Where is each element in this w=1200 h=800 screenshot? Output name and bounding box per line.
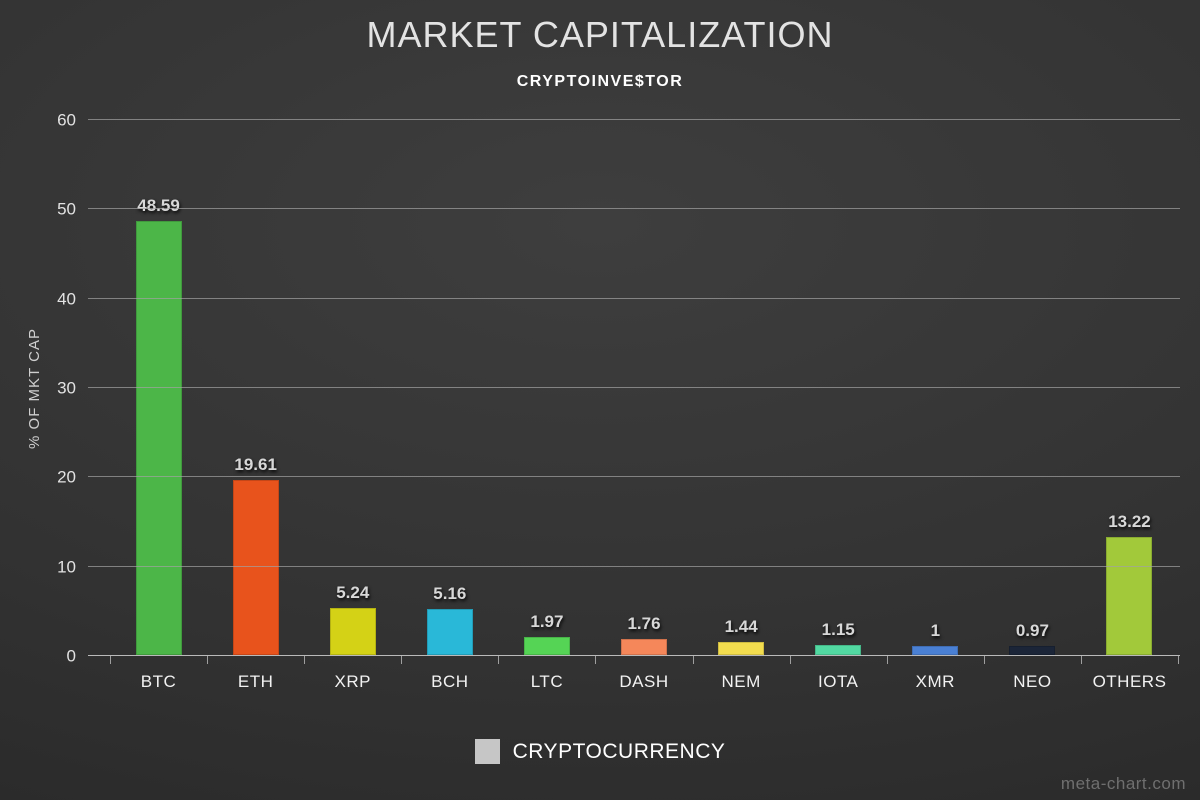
bar-neo xyxy=(1009,646,1056,655)
chart-subtitle: CRYPTOINVE$TOR xyxy=(516,73,684,90)
x-tick-label: NEO xyxy=(1013,672,1052,691)
bar-value-label: 48.59 xyxy=(137,195,180,215)
bar-slot: 48.59 BTC xyxy=(110,120,207,691)
gridline xyxy=(88,208,1180,210)
x-axis-tick xyxy=(886,656,888,664)
x-axis-tick xyxy=(304,656,306,664)
chart-title: MARKET CAPITALIZATION xyxy=(366,14,834,55)
legend: CRYPTOCURRENCY xyxy=(0,739,1200,764)
bar-slot: 1 XMR xyxy=(887,120,984,691)
bar-slot: 1.97 LTC xyxy=(498,120,595,691)
gridline xyxy=(88,119,1180,120)
x-axis-tick xyxy=(401,656,403,664)
bar-eth xyxy=(232,479,279,655)
legend-label: CRYPTOCURRENCY xyxy=(512,739,726,763)
x-tick-label: DASH xyxy=(619,672,669,691)
bar-value-label: 19.61 xyxy=(234,454,277,474)
x-axis-tick xyxy=(983,656,985,664)
y-tick-label: 50 xyxy=(57,199,76,219)
y-tick-label: 40 xyxy=(57,289,76,309)
x-axis-tick xyxy=(110,656,111,664)
gridline xyxy=(88,476,1180,478)
bar-slot: 0.97 NEO xyxy=(984,120,1081,691)
bar-xmr xyxy=(912,646,959,655)
bar-value-label: 1.44 xyxy=(724,617,758,637)
bar-value-label: 0.97 xyxy=(1015,621,1049,641)
y-tick-label: 30 xyxy=(57,378,76,398)
bar-xrp xyxy=(329,608,376,655)
x-axis-tick xyxy=(1080,656,1082,664)
x-tick-label: LTC xyxy=(530,672,564,691)
y-tick-label: 60 xyxy=(57,110,76,130)
bar-dash xyxy=(621,639,668,655)
bar-slot: 5.24 XRP xyxy=(304,120,401,691)
bar-value-label: 13.22 xyxy=(1108,511,1151,531)
x-axis-tick xyxy=(498,656,500,664)
y-axis-label-wrap: % OF MKT CAP xyxy=(14,120,54,656)
x-tick-label: XMR xyxy=(915,672,955,691)
bar-iota xyxy=(815,644,862,655)
bar-value-label: 5.24 xyxy=(336,583,370,603)
bar-value-label: 1.15 xyxy=(821,619,855,639)
x-tick-label: OTHERS xyxy=(1092,672,1167,691)
bar-value-label: 5.16 xyxy=(433,583,467,603)
bars-container: 48.59 BTC 19.61 ETH 5.24 XRP 5.16 BCH 1.97 LTC 1.7… xyxy=(110,120,1179,691)
y-tick-label: 0 xyxy=(66,646,76,666)
bar-ltc xyxy=(523,637,570,655)
bar-slot: 5.16 BCH xyxy=(401,120,498,691)
gridline xyxy=(88,297,1180,299)
gridline xyxy=(88,387,1180,388)
legend-swatch xyxy=(474,739,500,764)
x-tick-label: BCH xyxy=(431,672,469,691)
x-tick-label: NEM xyxy=(721,672,761,691)
bar-btc xyxy=(135,220,182,655)
x-axis-line xyxy=(88,655,1180,656)
bar-slot: 1.15 IOTA xyxy=(790,120,887,691)
bar-value-label: 1.76 xyxy=(627,614,661,634)
x-axis-tick xyxy=(692,656,694,664)
plot-area: 48.59 BTC 19.61 ETH 5.24 XRP 5.16 BCH 1.97 LTC 1.7… xyxy=(57,112,1180,691)
gridline xyxy=(88,565,1180,567)
bar-slot: 1.44 NEM xyxy=(693,120,790,691)
bar-slot: 1.76 DASH xyxy=(595,120,692,691)
bar-value-label: 1.97 xyxy=(530,612,564,632)
bar-value-label: 1 xyxy=(930,621,941,641)
x-tick-label: XRP xyxy=(334,672,371,691)
x-axis-tick xyxy=(1178,656,1179,664)
x-axis-tick xyxy=(207,656,209,664)
watermark: meta-chart.com xyxy=(1060,774,1186,793)
bar-slot: 19.61 ETH xyxy=(207,120,304,691)
y-axis-label: % OF MKT CAP xyxy=(25,327,43,449)
y-tick-label: 10 xyxy=(57,557,76,577)
bar-slot: 13.22 OTHERS xyxy=(1081,120,1178,691)
x-tick-label: IOTA xyxy=(817,672,859,691)
bar-others xyxy=(1106,536,1153,655)
y-tick-label: 20 xyxy=(57,467,76,487)
bar-nem xyxy=(718,642,765,655)
x-axis-tick xyxy=(789,656,791,664)
x-tick-label: ETH xyxy=(237,672,274,691)
x-tick-label: BTC xyxy=(140,672,177,691)
bar-bch xyxy=(426,608,473,655)
x-axis-tick xyxy=(595,656,597,664)
